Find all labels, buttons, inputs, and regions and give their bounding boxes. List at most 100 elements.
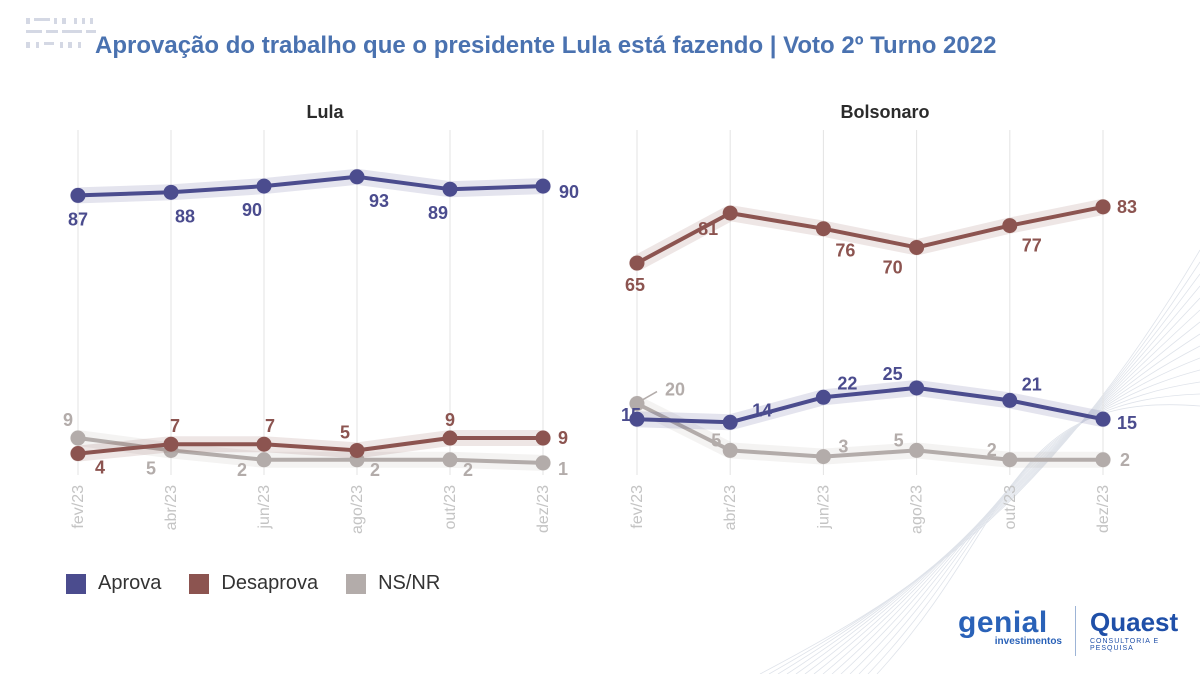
data-point-aprova xyxy=(70,187,86,203)
legend: Aprova Desaprova NS/NR xyxy=(66,572,440,595)
data-point-nsnr xyxy=(815,449,831,465)
data-label-desaprova: 77 xyxy=(1022,236,1042,256)
data-label-aprova: 15 xyxy=(1117,413,1137,433)
data-label-nsnr: 9 xyxy=(63,410,73,430)
panel-title-bolsonaro: Bolsonaro xyxy=(840,102,930,122)
legend-label-desaprova: Desaprova xyxy=(221,572,319,594)
x-tick-label: fev/23 xyxy=(629,485,646,529)
legend-swatch-desaprova xyxy=(189,573,210,594)
logo-divider xyxy=(1075,606,1076,656)
legend-swatch-nsnr xyxy=(346,573,367,594)
legend-label-nsnr: NS/NR xyxy=(378,572,441,594)
data-label-desaprova: 9 xyxy=(445,410,455,430)
x-tick-label: ago/23 xyxy=(909,485,926,534)
data-label-desaprova: 83 xyxy=(1117,197,1137,217)
data-label-aprova: 14 xyxy=(752,400,772,420)
data-point-desaprova xyxy=(442,430,458,446)
data-label-aprova: 21 xyxy=(1022,374,1042,394)
data-point-nsnr xyxy=(1095,452,1111,468)
data-point-nsnr xyxy=(1002,452,1018,468)
data-point-nsnr xyxy=(629,396,645,412)
data-label-nsnr: 5 xyxy=(146,458,156,478)
data-point-nsnr xyxy=(909,442,925,458)
data-point-aprova xyxy=(629,411,645,427)
x-tick-label: out/23 xyxy=(1002,485,1019,530)
data-point-aprova xyxy=(722,414,738,430)
data-point-nsnr xyxy=(535,455,551,471)
decorative-waves xyxy=(759,249,1200,674)
data-point-nsnr xyxy=(442,452,458,468)
data-label-nsnr: 2 xyxy=(463,460,473,480)
data-label-aprova: 89 xyxy=(428,203,448,223)
data-point-desaprova xyxy=(815,221,831,237)
data-point-aprova xyxy=(1002,392,1018,408)
series-line-desaprova xyxy=(77,436,543,456)
chart-panel-bolsonaro: fev/23 abr/23 jun/23 ago/23 out/23 dez/23 20 5 3… xyxy=(621,130,1137,534)
data-label-desaprova: 4 xyxy=(95,458,105,478)
legend-swatch-aprova xyxy=(66,573,86,594)
x-tick-label: abr/23 xyxy=(722,485,739,530)
data-label-desaprova: 76 xyxy=(835,241,855,261)
x-tick-label: jun/23 xyxy=(815,485,832,530)
data-label-nsnr: 2 xyxy=(1120,450,1130,470)
data-label-nsnr: 1 xyxy=(558,459,568,479)
label-connector xyxy=(642,390,658,401)
data-label-aprova: 25 xyxy=(883,364,903,384)
x-tick-label: dez/23 xyxy=(1095,485,1112,533)
data-point-aprova xyxy=(535,178,551,194)
x-tick-label: dez/23 xyxy=(535,485,552,533)
series-line-nsnr xyxy=(636,401,1103,462)
data-label-aprova: 90 xyxy=(559,182,579,202)
chart-title: Aprovação do trabalho que o presidente L… xyxy=(95,32,997,59)
data-point-desaprova xyxy=(70,446,86,462)
data-point-desaprova xyxy=(629,255,645,271)
legend-item-nsnr: NS/NR xyxy=(346,572,440,595)
data-label-desaprova: 70 xyxy=(883,257,903,277)
data-point-desaprova xyxy=(909,239,925,255)
data-label-desaprova: 7 xyxy=(170,416,180,436)
x-tick-label: abr/23 xyxy=(163,485,180,530)
data-label-nsnr: 2 xyxy=(370,460,380,480)
data-point-nsnr xyxy=(256,452,272,468)
x-tick-label: ago/23 xyxy=(349,485,366,534)
data-point-desaprova xyxy=(535,430,551,446)
series-line-desaprova xyxy=(636,204,1104,265)
data-label-nsnr: 20 xyxy=(665,380,685,400)
data-label-desaprova: 7 xyxy=(265,416,275,436)
quaest-logo-text: Quaest xyxy=(1090,607,1179,637)
genial-logo-text: genial xyxy=(958,606,1048,639)
data-label-aprova: 15 xyxy=(621,405,641,425)
data-label-aprova: 22 xyxy=(837,373,857,393)
wave-line xyxy=(813,321,1200,674)
data-point-aprova xyxy=(349,169,365,185)
data-point-desaprova xyxy=(163,436,179,452)
data-label-nsnr: 5 xyxy=(894,430,904,450)
data-label-aprova: 93 xyxy=(369,191,389,211)
data-point-aprova xyxy=(442,181,458,197)
data-point-aprova xyxy=(909,380,925,396)
data-point-aprova xyxy=(163,184,179,200)
data-label-desaprova: 5 xyxy=(340,422,350,442)
data-point-nsnr xyxy=(70,430,86,446)
data-label-nsnr: 2 xyxy=(987,440,997,460)
series-line-aprova xyxy=(77,174,544,198)
data-label-aprova: 88 xyxy=(175,206,195,226)
x-tick-label: fev/23 xyxy=(70,485,87,529)
data-point-aprova xyxy=(815,389,831,405)
data-label-aprova: 90 xyxy=(242,200,262,220)
wave-line xyxy=(876,404,1200,674)
data-point-aprova xyxy=(1095,411,1111,427)
data-point-nsnr xyxy=(722,442,738,458)
data-label-desaprova: 9 xyxy=(558,428,568,448)
legend-item-aprova: Aprova xyxy=(66,572,161,595)
data-point-desaprova xyxy=(1095,199,1111,215)
data-point-desaprova xyxy=(1002,218,1018,234)
series-line-aprova xyxy=(636,385,1104,425)
quaest-logo: Quaest CONSULTORIA E PESQUISA xyxy=(1090,608,1190,654)
data-point-desaprova xyxy=(722,205,738,221)
data-label-nsnr: 2 xyxy=(237,460,247,480)
series-line-nsnr xyxy=(77,436,544,465)
data-point-desaprova xyxy=(349,442,365,458)
